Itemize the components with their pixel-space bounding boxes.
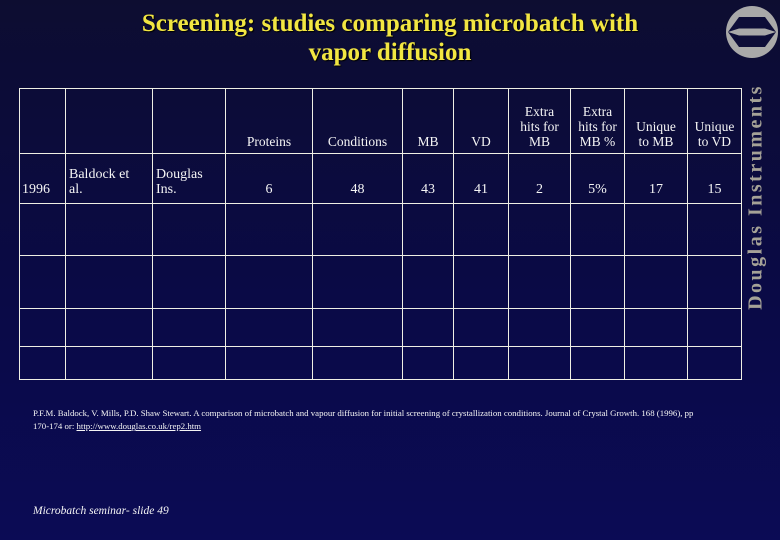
table-cell-empty <box>402 346 454 380</box>
table-cell-empty <box>687 255 742 309</box>
col-header-unique-to-vd: Unique to VD <box>687 88 742 154</box>
table-cell-empty <box>508 346 571 380</box>
table-cell-empty <box>19 255 66 309</box>
douglas-instruments-logo-icon <box>726 6 778 58</box>
table-cell-empty <box>570 308 625 347</box>
table-row-empty <box>19 346 742 380</box>
table-cell-empty <box>570 255 625 309</box>
citation-line2-prefix: 170-174 or: <box>33 421 77 432</box>
table-cell-empty <box>624 346 688 380</box>
table-header-row: Proteins Conditions MB VD Extra hits for… <box>19 88 742 154</box>
table-cell-empty <box>225 308 313 347</box>
cell-conditions: 48 <box>312 153 403 204</box>
table-cell-empty <box>453 308 509 347</box>
col-header-vd: VD <box>453 88 509 154</box>
table-cell-empty <box>65 308 153 347</box>
table-cell-empty <box>402 308 454 347</box>
table-row-empty <box>19 255 742 309</box>
table-cell-empty <box>65 255 153 309</box>
cell-lab: Douglas Ins. <box>152 153 226 204</box>
table-cell-empty <box>225 255 313 309</box>
col-header-unique-to-mb: Unique to MB <box>624 88 688 154</box>
table-row-empty <box>19 203 742 256</box>
col-header-lab <box>152 88 226 154</box>
cell-extra-hits-mb: 2 <box>508 153 571 204</box>
table-cell-empty <box>508 308 571 347</box>
citation: P.F.M. Baldock, V. Mills, P.D. Shaw Stew… <box>33 407 745 433</box>
table-row-data: 1996 Baldock et al. Douglas Ins. 6 48 43… <box>19 153 742 204</box>
cell-study: Baldock et al. <box>65 153 153 204</box>
table-cell-empty <box>312 346 403 380</box>
table-cell-empty <box>687 308 742 347</box>
table-cell-empty <box>65 203 153 256</box>
table-cell-empty <box>453 346 509 380</box>
brand-vertical-text: Douglas Instruments <box>744 84 767 310</box>
table-cell-empty <box>152 308 226 347</box>
col-header-extra-hits-mb-pct: Extra hits for MB % <box>570 88 625 154</box>
table-cell-empty <box>225 346 313 380</box>
col-header-conditions: Conditions <box>312 88 403 154</box>
table-cell-empty <box>402 255 454 309</box>
table-cell-empty <box>312 308 403 347</box>
cell-mb: 43 <box>402 153 454 204</box>
table-cell-empty <box>19 346 66 380</box>
col-header-proteins: Proteins <box>225 88 313 154</box>
citation-line1: P.F.M. Baldock, V. Mills, P.D. Shaw Stew… <box>33 408 694 418</box>
table-cell-empty <box>152 346 226 380</box>
col-header-extra-hits-mb: Extra hits for MB <box>508 88 571 154</box>
cell-unique-to-mb: 17 <box>624 153 688 204</box>
comparison-table: Proteins Conditions MB VD Extra hits for… <box>19 88 742 380</box>
table-cell-empty <box>453 203 509 256</box>
citation-link[interactable]: http://www.douglas.co.uk/rep2.htm <box>76 421 202 432</box>
slide-footer: Microbatch seminar- slide 49 <box>33 505 169 517</box>
table-cell-empty <box>65 346 153 380</box>
col-header-year <box>19 88 66 154</box>
col-header-mb: MB <box>402 88 454 154</box>
table-cell-empty <box>225 203 313 256</box>
cell-extra-hits-mb-pct: 5% <box>570 153 625 204</box>
col-header-study <box>65 88 153 154</box>
table-cell-empty <box>453 255 509 309</box>
table-cell-empty <box>19 308 66 347</box>
table-cell-empty <box>19 203 66 256</box>
table-cell-empty <box>152 255 226 309</box>
table-cell-empty <box>570 203 625 256</box>
table-row-empty <box>19 308 742 347</box>
slide-title: Screening: studies comparing microbatch … <box>141 10 639 66</box>
table-cell-empty <box>312 255 403 309</box>
cell-unique-to-vd: 15 <box>687 153 742 204</box>
table-cell-empty <box>402 203 454 256</box>
table-cell-empty <box>624 203 688 256</box>
table-cell-empty <box>570 346 625 380</box>
table-cell-empty <box>624 308 688 347</box>
table-cell-empty <box>624 255 688 309</box>
table-cell-empty <box>687 203 742 256</box>
table-cell-empty <box>687 346 742 380</box>
table-cell-empty <box>508 255 571 309</box>
cell-year: 1996 <box>19 153 66 204</box>
cell-proteins: 6 <box>225 153 313 204</box>
table-cell-empty <box>312 203 403 256</box>
cell-vd: 41 <box>453 153 509 204</box>
table-cell-empty <box>152 203 226 256</box>
table-cell-empty <box>508 203 571 256</box>
